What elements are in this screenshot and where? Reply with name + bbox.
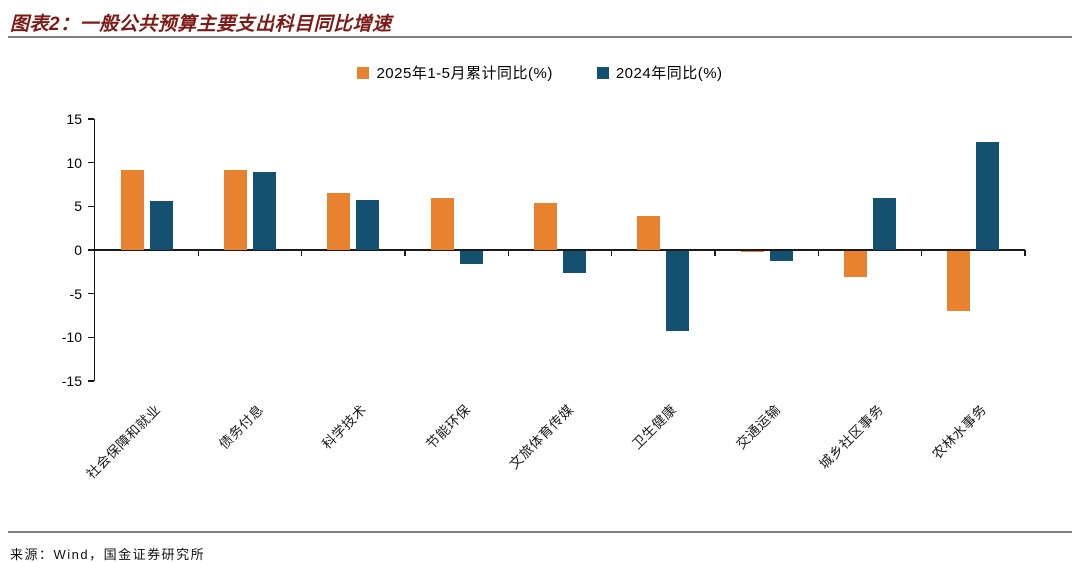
bar-s2024-农林水事务 xyxy=(976,141,1000,250)
x-axis-line xyxy=(95,249,1025,251)
bar-s2025-交通运输 xyxy=(740,250,764,253)
y-axis-tick-label: 0 xyxy=(74,242,82,258)
bar-s2024-文旅体育传媒 xyxy=(563,250,586,273)
y-axis-tick-label: -15 xyxy=(61,373,82,389)
x-axis-tick xyxy=(817,250,820,256)
x-axis-tick xyxy=(300,250,303,256)
x-axis-tick xyxy=(714,250,716,256)
bar-s2025-科学技术 xyxy=(327,193,351,250)
y-axis-tick xyxy=(88,249,94,251)
bar-s2025-城乡社区事务 xyxy=(844,250,867,277)
bar-s2024-卫生健康 xyxy=(666,250,690,332)
chart-legend: 2025年1-5月累计同比(%) 2024年同比(%) xyxy=(0,62,1080,83)
legend-swatch-2024 xyxy=(596,66,609,79)
y-axis-tick xyxy=(88,205,94,208)
bottom-separator-line xyxy=(8,531,1072,533)
bar-s2025-卫生健康 xyxy=(637,215,661,250)
bar-s2024-交通运输 xyxy=(769,250,793,262)
source-note: 来源：Wind，国金证券研究所 xyxy=(10,547,206,562)
x-axis-tick xyxy=(920,250,923,256)
x-axis-tick xyxy=(610,250,613,256)
legend-swatch-2025 xyxy=(357,66,370,79)
x-axis-category-label: 债务付息 xyxy=(216,401,267,453)
y-axis-tick-label: 5 xyxy=(74,198,82,215)
bar-s2025-节能环保 xyxy=(430,197,454,250)
chart-title: 图表2：一般公共预算主要支出科目同比增速 xyxy=(10,14,392,35)
bar-s2024-城乡社区事务 xyxy=(873,197,896,250)
bar-s2025-社会保障和就业 xyxy=(120,169,144,250)
x-axis-category-label: 节能环保 xyxy=(422,401,474,453)
y-axis-tick xyxy=(88,161,94,164)
y-axis-tick-label: 15 xyxy=(66,111,82,127)
legend-label-2025: 2025年1-5月累计同比(%) xyxy=(376,65,553,82)
y-axis-tick xyxy=(88,380,94,382)
x-axis-category-label: 文旅体育传媒 xyxy=(506,401,577,472)
x-axis-tick xyxy=(1024,250,1026,256)
x-axis-tick xyxy=(404,250,406,256)
bar-s2024-节能环保 xyxy=(459,250,483,264)
legend-item-2024: 2024年同比(%) xyxy=(596,62,723,83)
bar-s2025-农林水事务 xyxy=(947,250,971,312)
x-axis-tick xyxy=(197,250,200,256)
y-axis-tick xyxy=(88,336,94,339)
legend-item-2025: 2025年1-5月累计同比(%) xyxy=(357,62,552,83)
x-axis-category-label: 交通运输 xyxy=(732,401,784,453)
x-axis-category-label: 城乡社区事务 xyxy=(816,401,887,472)
x-axis-category-label: 社会保障和就业 xyxy=(83,401,164,482)
y-axis-tick-label: -10 xyxy=(61,329,82,346)
y-axis-tick-label: 10 xyxy=(66,154,82,171)
x-axis-tick xyxy=(507,250,510,256)
bar-s2024-社会保障和就业 xyxy=(149,201,173,250)
bar-s2024-科学技术 xyxy=(356,200,380,250)
y-axis-tick xyxy=(88,292,94,295)
bar-s2025-文旅体育传媒 xyxy=(534,202,557,250)
x-axis-category-label: 卫生健康 xyxy=(629,401,680,453)
x-axis-category-label: 科学技术 xyxy=(319,401,370,453)
y-axis-line xyxy=(93,119,95,381)
bar-s2025-债务付息 xyxy=(224,169,247,250)
bar-s2024-债务付息 xyxy=(253,172,276,250)
legend-label-2024: 2024年同比(%) xyxy=(615,65,723,82)
y-axis-tick xyxy=(88,118,94,120)
x-axis-category-label: 农林水事务 xyxy=(929,401,990,462)
y-axis-tick-label: -5 xyxy=(69,285,82,302)
top-separator-line xyxy=(8,36,1072,38)
